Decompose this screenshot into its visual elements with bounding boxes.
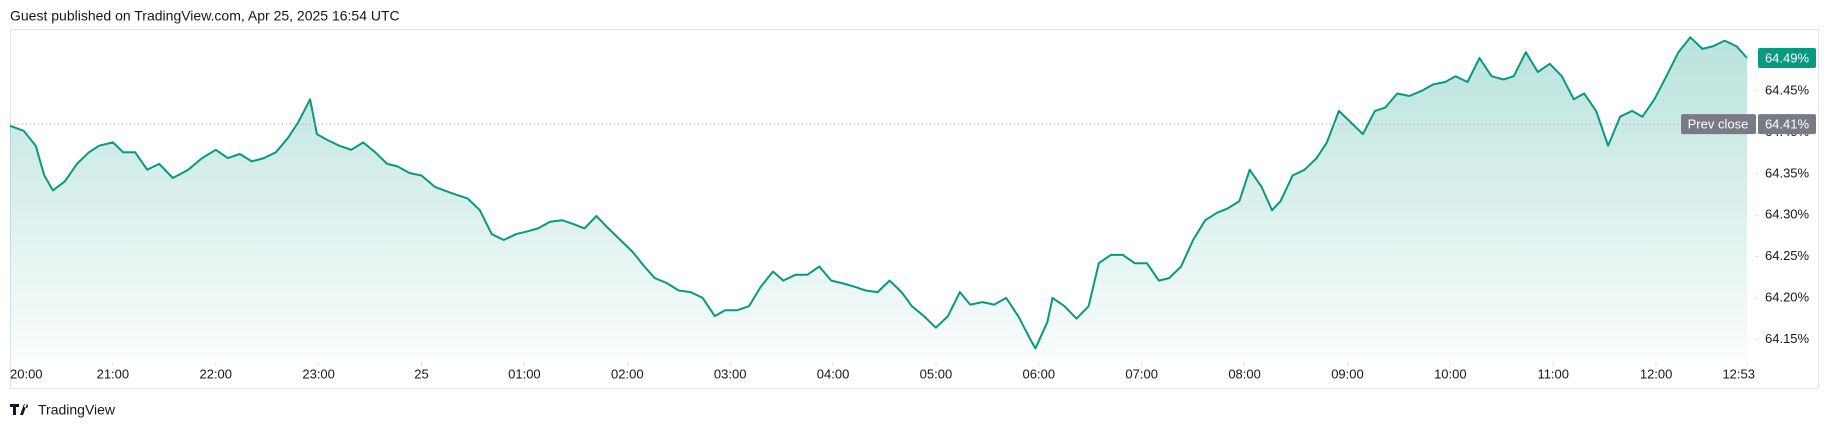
header: Guest published on TradingView.com, Apr … [10, 8, 400, 24]
x-tick-label: 12:53 [1722, 366, 1755, 381]
x-tick-label: 11:00 [1537, 366, 1569, 381]
x-tick-label: 12:00 [1640, 366, 1673, 381]
area [10, 37, 1747, 361]
x-tick-label: 10:00 [1434, 366, 1467, 381]
x-tick-label: 01:00 [508, 366, 541, 381]
logo [10, 404, 29, 415]
y-tick-label: 64.35% [1765, 165, 1810, 180]
y-tick-label: 64.45% [1765, 83, 1810, 98]
x-tick-label: 09:00 [1331, 366, 1364, 381]
y-tick-label: 64.20% [1765, 289, 1810, 304]
x-tick-label: 23:00 [302, 366, 335, 381]
footer-brand: TradingView [38, 402, 116, 418]
prev-close-value-badge [1758, 114, 1816, 135]
x-tick-label: 07:00 [1125, 366, 1158, 381]
prev-close-badge [1681, 114, 1756, 135]
x-tick-label: 22:00 [199, 366, 232, 381]
x-tick-label: 20:00 [10, 366, 43, 381]
x-tick-label: 06:00 [1023, 366, 1056, 381]
last-price-badge [1758, 47, 1816, 68]
x-tick-label: 03:00 [714, 366, 747, 381]
x-tick-label: 25 [414, 366, 428, 381]
last-price-label: 64.49% [1765, 50, 1810, 65]
y-tick-label: 64.30% [1765, 207, 1810, 222]
y-tick-label: 64.15% [1765, 331, 1810, 346]
plot: 64.15%64.20%64.25%64.30%64.35%64.40%64.4… [9, 36, 1816, 381]
x-tick-label: 08:00 [1228, 366, 1261, 381]
y-tick-label: 64.25% [1765, 248, 1810, 263]
x-tick-label: 02:00 [611, 366, 644, 381]
prev-close-label: Prev close [1688, 117, 1749, 132]
line [9, 36, 1748, 350]
x-tick-label: 05:00 [920, 366, 953, 381]
prev-close-value: 64.41% [1765, 117, 1810, 132]
x-tick-label: 21:00 [97, 366, 130, 381]
x-tick-label: 04:00 [817, 366, 850, 381]
